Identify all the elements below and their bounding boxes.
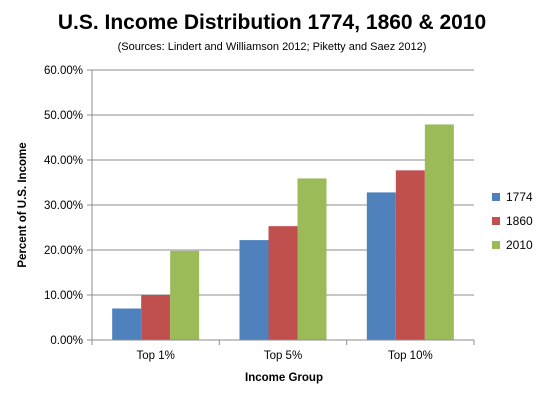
bar-1860-top5 (268, 226, 298, 340)
y-tick-label: 60.00% (44, 65, 83, 77)
x-tick-label: Top 1% (136, 350, 174, 362)
legend-label-2010: 2010 (506, 238, 533, 252)
y-tick-label: 10.00% (44, 290, 83, 302)
x-axis-title: Income Group (245, 372, 323, 384)
x-tick-label: Top 10% (388, 350, 433, 362)
chart-title: U.S. Income Distribution 1774, 1860 & 20… (58, 11, 486, 34)
y-tick-label: 0.00% (50, 335, 83, 347)
bar-1860-top1 (141, 295, 171, 340)
bar-1860-top10 (395, 170, 425, 340)
bar-2010-top1 (170, 250, 200, 340)
legend-label-1774: 1774 (506, 190, 533, 204)
y-axis-title: Percent of U.S. Income (17, 142, 29, 267)
legend-swatch-1860 (492, 217, 500, 225)
bar-1774-top10 (366, 192, 396, 340)
legend: 1774 1860 2010 (492, 190, 533, 252)
y-tick-labels: 0.00% 10.00% 20.00% 30.00% 40.00% 50.00% 60.00… (44, 65, 83, 347)
bar-1774-top1 (112, 308, 142, 340)
y-tick-label: 40.00% (44, 155, 83, 167)
legend-swatch-2010 (492, 241, 500, 249)
bar-2010-top5 (297, 178, 327, 340)
y-tick-label: 30.00% (44, 200, 83, 212)
legend-label-1860: 1860 (506, 214, 533, 228)
x-tick-label: Top 5% (264, 350, 302, 362)
chart-subtitle: (Sources: Lindert and Williamson 2012; P… (118, 41, 427, 53)
y-tick-label: 50.00% (44, 110, 83, 122)
y-tick-label: 20.00% (44, 245, 83, 257)
x-tick-labels: Top 1% Top 5% Top 10% (136, 350, 432, 362)
bars (112, 124, 454, 340)
bar-2010-top10 (424, 124, 454, 340)
axes (87, 69, 475, 345)
legend-swatch-1774 (492, 193, 500, 201)
bar-1774-top5 (239, 240, 269, 340)
